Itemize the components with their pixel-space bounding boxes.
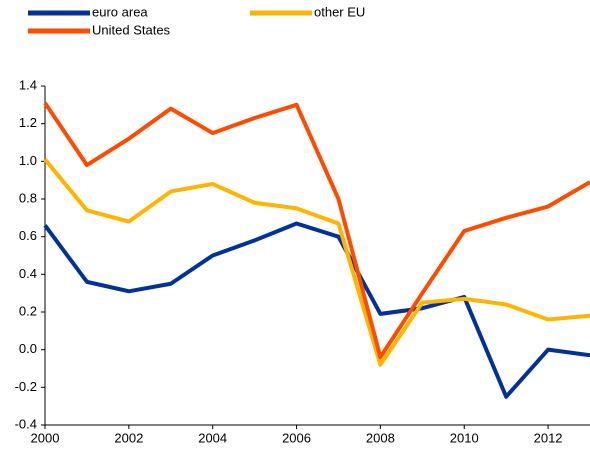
x-tick-label: 2002 (114, 430, 143, 445)
legend-label: euro area (92, 4, 148, 19)
x-tick-label: 2004 (198, 430, 227, 445)
series-line (43, 101, 590, 360)
y-tick-label: 1.2 (19, 115, 37, 130)
x-tick-label: 2000 (31, 430, 60, 445)
y-tick-label: 0.6 (19, 228, 37, 243)
x-tick-label: 2006 (282, 430, 311, 445)
y-tick-label: 1.0 (19, 153, 37, 168)
x-tick-label: 2008 (366, 430, 395, 445)
y-tick-label: 0.2 (19, 303, 37, 318)
x-tick-label: 2010 (450, 430, 479, 445)
x-tick-label: 2012 (534, 430, 563, 445)
y-tick-label: 0.4 (19, 266, 37, 281)
legend-label: other EU (314, 4, 365, 19)
y-tick-label: 0.8 (19, 190, 37, 205)
series-line (43, 158, 590, 367)
y-tick-label: -0.4 (15, 416, 37, 431)
y-tick-label: 1.4 (19, 77, 37, 92)
y-tick-label: 0.0 (19, 341, 37, 356)
y-tick-label: -0.2 (15, 379, 37, 394)
series-line (43, 221, 590, 399)
legend-label: United States (92, 22, 171, 37)
